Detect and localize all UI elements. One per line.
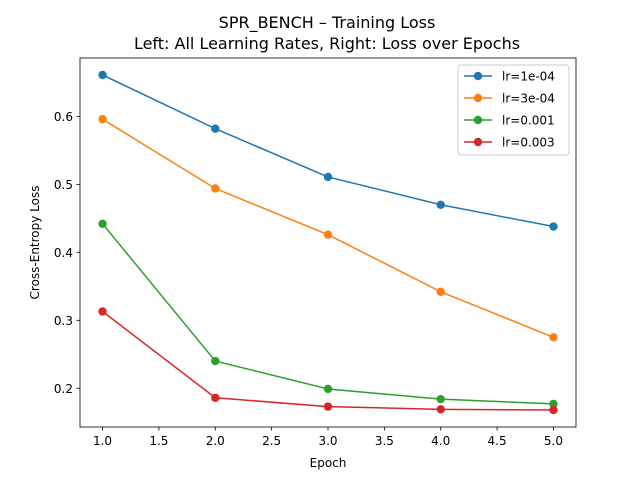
data-point-lr-1e-04: [323, 172, 333, 182]
data-point-lr-1e-04: [211, 124, 220, 133]
data-point-lr-3e-04: [211, 184, 220, 193]
data-point-lr-1e-04: [549, 222, 558, 231]
y-axis-label: Cross-Entropy Loss: [28, 186, 42, 300]
x-axis-label: Epoch: [310, 456, 347, 470]
legend-entry-label: lr=0.003: [502, 136, 555, 150]
x-tick-label: 5.0: [544, 434, 563, 448]
legend-entry-label: lr=3e-04: [502, 92, 555, 106]
legend-marker-swatch: [473, 137, 483, 147]
data-point-lr-0-003: [211, 393, 220, 402]
data-point-lr-0-003: [549, 405, 558, 415]
data-point-lr-0-001: [211, 356, 220, 366]
y-tick-label: 0.2: [54, 382, 73, 396]
x-tick-label: 1.0: [93, 434, 112, 448]
data-point-lr-1e-04: [98, 70, 107, 80]
legend-marker-swatch: [473, 115, 483, 125]
data-point-lr-3e-04: [98, 114, 107, 124]
data-point-lr-0-001: [98, 219, 107, 229]
x-tick-label: 3.0: [318, 434, 337, 448]
data-point-lr-3e-04: [549, 333, 558, 342]
legend-entry-label: lr=0.001: [502, 114, 555, 128]
chart-title-line2: Left: All Learning Rates, Right: Loss ov…: [134, 34, 520, 53]
data-point-lr-0-001: [323, 384, 333, 394]
y-tick-label: 0.4: [54, 246, 73, 260]
chart-title-line1: SPR_BENCH – Training Loss: [219, 13, 436, 33]
y-tick-label: 0.3: [54, 314, 73, 328]
x-tick-label: 3.5: [375, 434, 394, 448]
x-tick-label: 2.5: [262, 434, 281, 448]
data-point-lr-0-001: [549, 399, 558, 409]
y-tick-label: 0.5: [54, 178, 73, 192]
x-tick-label: 1.5: [149, 434, 168, 448]
legend-marker-swatch: [473, 71, 483, 81]
x-tick-label: 4.5: [488, 434, 507, 448]
data-point-lr-1e-04: [436, 200, 445, 209]
x-tick-label: 2.0: [206, 434, 225, 448]
data-point-lr-0-003: [98, 307, 107, 316]
y-tick-label: 0.6: [54, 110, 73, 124]
data-point-lr-0-003: [436, 405, 445, 414]
data-point-lr-0-001: [436, 394, 445, 404]
x-tick-label: 4.0: [431, 434, 450, 448]
data-point-lr-0-003: [323, 402, 333, 411]
legend-entry-label: lr=1e-04: [502, 70, 555, 84]
data-point-lr-3e-04: [323, 230, 333, 239]
data-point-lr-3e-04: [436, 287, 445, 296]
legend-box: [457, 64, 570, 156]
legend-marker-swatch: [473, 93, 483, 103]
